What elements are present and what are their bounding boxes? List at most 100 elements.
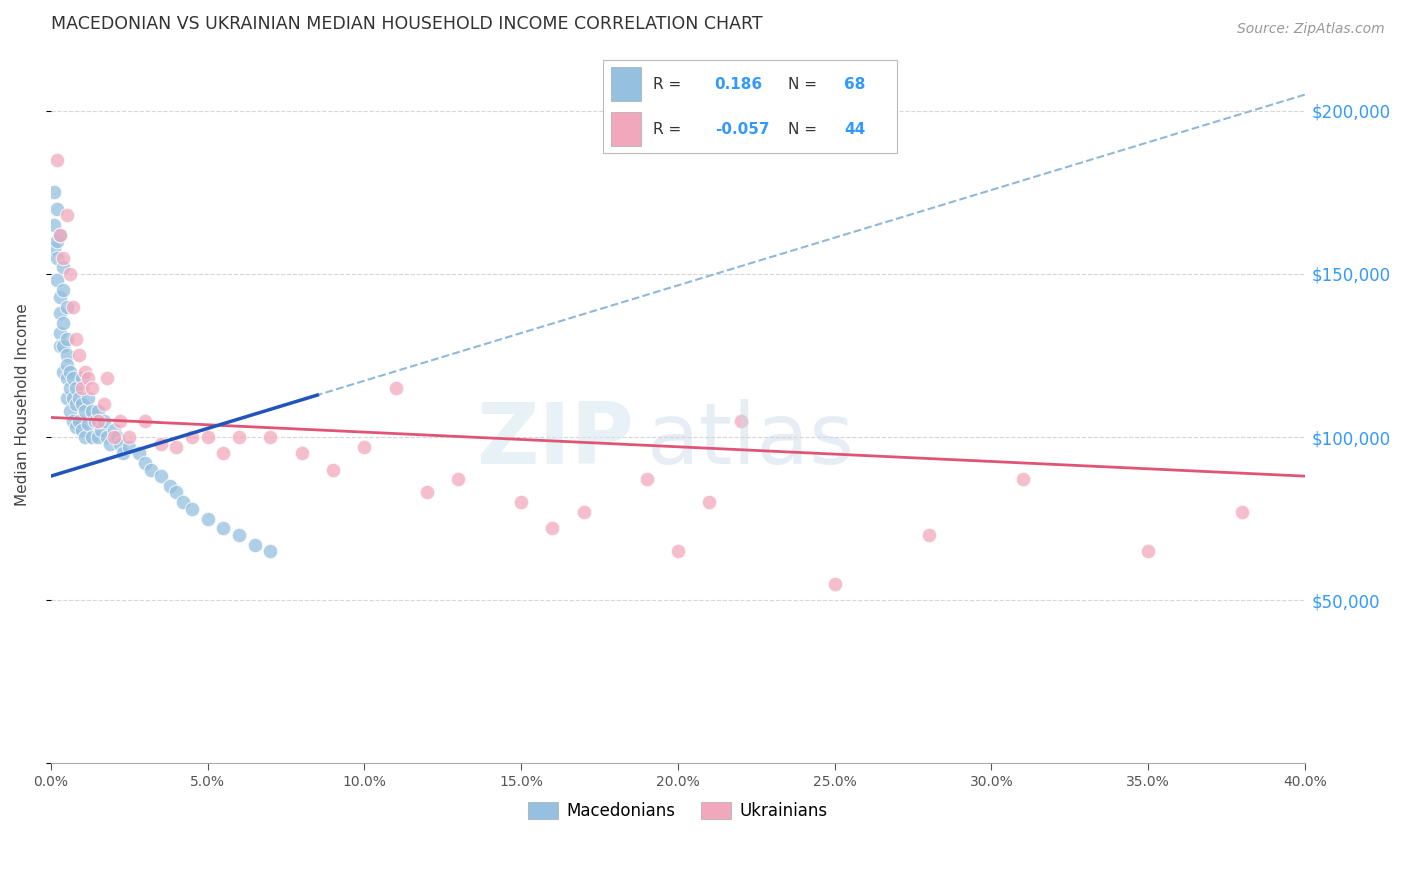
Point: [59, 404, 82, 418]
Point: [67, 349, 90, 363]
Point: [103, 424, 125, 438]
Point: [65, 420, 87, 434]
Point: [49, 306, 72, 320]
Point: [1011, 472, 1033, 486]
Point: [824, 576, 846, 591]
Point: [77, 417, 100, 431]
Point: [96, 430, 118, 444]
Legend: Macedonians, Ukrainians: Macedonians, Ukrainians: [522, 795, 834, 827]
Point: [322, 462, 344, 476]
Point: [181, 501, 204, 516]
Point: [697, 495, 720, 509]
Point: [87, 430, 110, 444]
Point: [62, 414, 84, 428]
Y-axis label: Median Household Income: Median Household Income: [15, 303, 30, 506]
Point: [65, 381, 87, 395]
Point: [70, 397, 93, 411]
Point: [59, 267, 82, 281]
Point: [353, 440, 375, 454]
Point: [666, 544, 689, 558]
Point: [918, 528, 941, 542]
Point: [149, 469, 172, 483]
Point: [46, 202, 69, 216]
Point: [55, 300, 77, 314]
Point: [197, 511, 219, 525]
Point: [75, 430, 97, 444]
Point: [49, 227, 72, 242]
Point: [181, 430, 204, 444]
Point: [62, 371, 84, 385]
Point: [730, 414, 752, 428]
Point: [100, 436, 122, 450]
Point: [80, 404, 103, 418]
Point: [128, 446, 150, 460]
Point: [70, 381, 93, 395]
Point: [87, 404, 110, 418]
Point: [80, 430, 103, 444]
Point: [212, 521, 235, 535]
Point: [1232, 505, 1254, 519]
Point: [105, 430, 128, 444]
Point: [90, 424, 112, 438]
Point: [49, 227, 72, 242]
Point: [80, 381, 103, 395]
Point: [228, 528, 250, 542]
Point: [55, 371, 77, 385]
Point: [134, 414, 156, 428]
Text: ZIP: ZIP: [477, 399, 634, 482]
Point: [62, 391, 84, 405]
Point: [165, 440, 187, 454]
Point: [75, 365, 97, 379]
Point: [75, 404, 97, 418]
Point: [212, 446, 235, 460]
Point: [159, 479, 181, 493]
Point: [52, 365, 75, 379]
Point: [93, 414, 115, 428]
Point: [65, 332, 87, 346]
Point: [87, 414, 110, 428]
Point: [83, 414, 105, 428]
Point: [416, 485, 439, 500]
Point: [46, 153, 69, 167]
Point: [103, 430, 125, 444]
Point: [49, 339, 72, 353]
Point: [62, 300, 84, 314]
Point: [49, 326, 72, 340]
Point: [541, 521, 564, 535]
Point: [384, 381, 406, 395]
Point: [118, 440, 141, 454]
Point: [59, 365, 82, 379]
Point: [93, 397, 115, 411]
Point: [108, 436, 131, 450]
Point: [49, 290, 72, 304]
Point: [165, 485, 187, 500]
Point: [52, 260, 75, 275]
Point: [447, 472, 470, 486]
Point: [42, 186, 65, 200]
Point: [52, 316, 75, 330]
Point: [1137, 544, 1160, 558]
Point: [67, 391, 90, 405]
Point: [52, 251, 75, 265]
Point: [59, 381, 82, 395]
Text: atlas: atlas: [647, 399, 855, 482]
Point: [65, 397, 87, 411]
Point: [149, 436, 172, 450]
Point: [259, 430, 281, 444]
Point: [52, 339, 75, 353]
Point: [259, 544, 281, 558]
Point: [108, 414, 131, 428]
Point: [42, 241, 65, 255]
Point: [172, 495, 194, 509]
Point: [291, 446, 314, 460]
Point: [111, 446, 134, 460]
Point: [228, 430, 250, 444]
Point: [42, 218, 65, 232]
Point: [46, 251, 69, 265]
Point: [70, 371, 93, 385]
Point: [52, 283, 75, 297]
Point: [96, 371, 118, 385]
Point: [55, 349, 77, 363]
Point: [141, 462, 163, 476]
Point: [70, 424, 93, 438]
